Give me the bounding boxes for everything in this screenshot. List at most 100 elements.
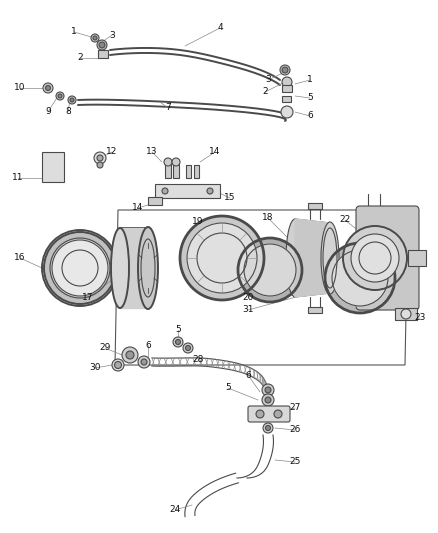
Bar xyxy=(173,164,179,178)
Circle shape xyxy=(97,40,107,50)
Circle shape xyxy=(58,94,62,98)
Text: 23: 23 xyxy=(414,313,426,322)
Text: 3: 3 xyxy=(265,76,271,85)
Text: 1: 1 xyxy=(71,28,77,36)
Circle shape xyxy=(162,188,168,194)
Text: 6: 6 xyxy=(145,341,151,350)
Circle shape xyxy=(281,106,293,118)
Circle shape xyxy=(97,162,103,168)
Text: 11: 11 xyxy=(12,174,24,182)
Text: 14: 14 xyxy=(209,148,221,157)
Text: 9: 9 xyxy=(45,108,51,117)
Text: 16: 16 xyxy=(14,254,26,262)
Text: 28: 28 xyxy=(192,356,204,365)
Circle shape xyxy=(138,356,150,368)
Bar xyxy=(155,184,220,198)
Circle shape xyxy=(91,34,99,42)
Bar xyxy=(308,203,322,209)
FancyBboxPatch shape xyxy=(248,406,290,422)
Polygon shape xyxy=(120,228,148,308)
Text: 22: 22 xyxy=(339,215,351,224)
Text: 17: 17 xyxy=(82,294,94,303)
Polygon shape xyxy=(44,232,116,304)
Polygon shape xyxy=(332,250,388,306)
Bar xyxy=(42,152,64,182)
Polygon shape xyxy=(187,223,257,293)
Text: 2: 2 xyxy=(77,53,83,62)
Text: 15: 15 xyxy=(224,193,236,203)
Bar xyxy=(395,308,417,320)
Circle shape xyxy=(56,92,64,100)
Text: 1: 1 xyxy=(307,76,313,85)
Polygon shape xyxy=(180,216,264,300)
Circle shape xyxy=(172,158,180,166)
Bar xyxy=(408,250,426,266)
Circle shape xyxy=(274,410,282,418)
Bar xyxy=(186,165,191,178)
Circle shape xyxy=(99,42,105,48)
Ellipse shape xyxy=(138,227,158,309)
Text: 20: 20 xyxy=(242,294,254,303)
Circle shape xyxy=(68,96,76,104)
Text: 31: 31 xyxy=(242,305,254,314)
Circle shape xyxy=(282,77,292,87)
Circle shape xyxy=(265,425,271,431)
Text: 5: 5 xyxy=(307,93,313,102)
Circle shape xyxy=(262,394,274,406)
Circle shape xyxy=(114,361,121,368)
Text: 7: 7 xyxy=(165,103,171,112)
Text: 5: 5 xyxy=(225,384,231,392)
Text: 10: 10 xyxy=(14,84,26,93)
Polygon shape xyxy=(52,240,108,296)
Text: 13: 13 xyxy=(146,148,158,157)
Bar xyxy=(282,96,291,102)
Text: 24: 24 xyxy=(170,505,180,514)
Text: 3: 3 xyxy=(109,30,115,39)
Text: 6: 6 xyxy=(245,370,251,379)
Polygon shape xyxy=(244,244,296,296)
Circle shape xyxy=(164,158,172,166)
Text: 27: 27 xyxy=(290,403,301,413)
Circle shape xyxy=(401,309,411,319)
FancyBboxPatch shape xyxy=(356,206,419,310)
Ellipse shape xyxy=(286,219,304,297)
Circle shape xyxy=(94,152,106,164)
Text: 4: 4 xyxy=(217,23,223,33)
Polygon shape xyxy=(238,238,302,302)
Text: 12: 12 xyxy=(106,148,118,157)
Circle shape xyxy=(43,83,53,93)
Circle shape xyxy=(93,36,97,40)
Circle shape xyxy=(112,359,124,371)
Bar xyxy=(308,307,322,313)
Circle shape xyxy=(265,387,271,393)
Ellipse shape xyxy=(321,222,339,294)
Circle shape xyxy=(282,67,288,73)
Circle shape xyxy=(186,345,191,351)
Text: 5: 5 xyxy=(175,326,181,335)
Text: 30: 30 xyxy=(89,364,101,373)
Circle shape xyxy=(183,343,193,353)
Text: 26: 26 xyxy=(290,425,301,434)
Ellipse shape xyxy=(111,228,129,308)
Circle shape xyxy=(126,351,134,359)
Text: 8: 8 xyxy=(65,108,71,117)
Bar xyxy=(165,164,171,178)
Circle shape xyxy=(46,85,50,91)
Circle shape xyxy=(343,226,407,290)
Circle shape xyxy=(70,98,74,102)
Bar xyxy=(98,50,108,58)
Polygon shape xyxy=(325,243,395,313)
Circle shape xyxy=(207,188,213,194)
Text: 29: 29 xyxy=(99,343,111,352)
Text: 18: 18 xyxy=(262,214,274,222)
Circle shape xyxy=(265,397,271,403)
Bar xyxy=(282,85,292,92)
Circle shape xyxy=(280,65,290,75)
Circle shape xyxy=(262,384,274,396)
Circle shape xyxy=(263,423,273,433)
Text: 14: 14 xyxy=(132,204,144,213)
Circle shape xyxy=(176,340,180,344)
Text: 25: 25 xyxy=(290,457,301,466)
Circle shape xyxy=(141,359,147,365)
Circle shape xyxy=(256,410,264,418)
